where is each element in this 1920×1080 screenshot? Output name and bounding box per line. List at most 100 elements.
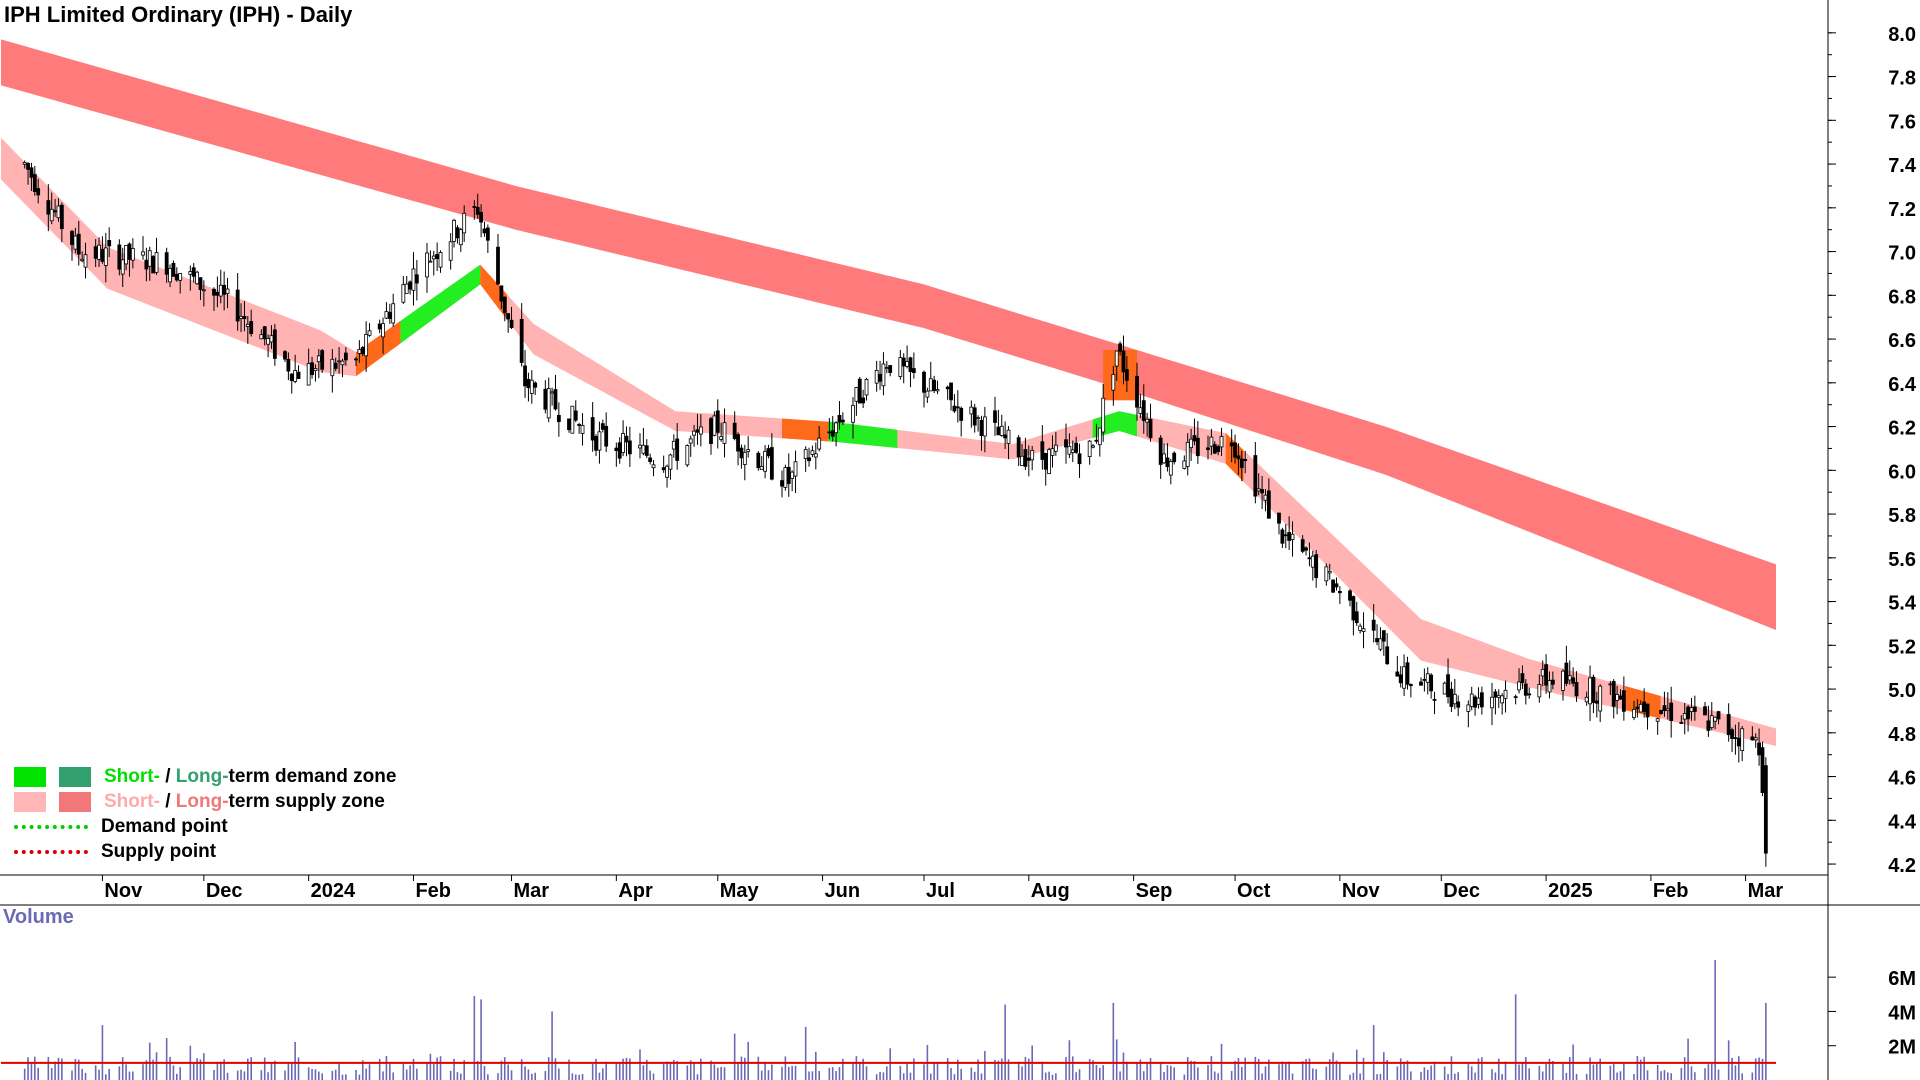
candle-down xyxy=(249,321,254,334)
candle-down xyxy=(1726,714,1731,736)
candle-up xyxy=(1087,440,1092,457)
candle-up xyxy=(1361,628,1366,632)
candle-down xyxy=(1300,539,1305,552)
candle-down xyxy=(70,230,74,245)
candle-down xyxy=(1304,547,1308,551)
x-tick-label: Aug xyxy=(1031,880,1070,902)
candle-up xyxy=(1182,460,1187,469)
candle-down xyxy=(343,352,348,361)
candle-down xyxy=(174,273,179,281)
candle-down xyxy=(955,406,960,409)
legend-demand-zone: Short- / Long-term demand zone xyxy=(14,764,396,789)
y-tick-label: 5.6 xyxy=(1888,549,1916,571)
candle-up xyxy=(411,268,416,291)
candle-down xyxy=(830,430,835,437)
short-term-demand-segment xyxy=(828,421,898,448)
candle-down xyxy=(709,418,713,445)
candle-down xyxy=(1141,400,1146,421)
short-term-supply-swatch xyxy=(14,791,46,812)
short-term-demand-segment xyxy=(400,264,481,344)
candle-up xyxy=(529,379,534,394)
candle-down xyxy=(911,368,916,374)
candle-up xyxy=(1006,429,1011,444)
candle-down xyxy=(93,246,98,259)
candle-down xyxy=(1277,512,1281,524)
short-term-orange-segment xyxy=(356,320,401,377)
candle-up xyxy=(1168,460,1173,476)
candle-down xyxy=(786,467,791,484)
candle-down xyxy=(1716,711,1721,720)
candle-down xyxy=(262,326,267,340)
y-tick-label: 4.4 xyxy=(1888,811,1917,833)
candle-down xyxy=(1043,452,1048,470)
candle-up xyxy=(168,268,172,283)
candle-down xyxy=(1493,691,1498,698)
candle-down xyxy=(1594,700,1599,704)
candle-down xyxy=(127,243,132,260)
candle-down xyxy=(1642,701,1647,712)
candle-down xyxy=(1260,489,1264,494)
candle-down xyxy=(1550,679,1555,685)
candle-up xyxy=(1547,680,1552,693)
candle-down xyxy=(1385,646,1390,665)
y-tick-label: 7.0 xyxy=(1888,243,1916,265)
candle-up xyxy=(1665,708,1670,712)
candle-down xyxy=(732,422,737,440)
candle-up xyxy=(259,334,264,340)
candle-down xyxy=(1513,696,1518,699)
candle-up xyxy=(671,440,676,450)
candle-down xyxy=(1520,673,1525,683)
candle-down xyxy=(1287,532,1292,541)
candle-down xyxy=(644,445,649,456)
candle-down xyxy=(945,386,950,390)
candle-down xyxy=(577,424,582,426)
y-tick-label: 6.2 xyxy=(1888,418,1916,440)
candle-up xyxy=(124,245,128,265)
candle-up xyxy=(141,251,145,256)
candle-down xyxy=(715,410,720,433)
x-tick-label: Nov xyxy=(1342,880,1381,902)
candle-down xyxy=(198,277,203,290)
y-tick-label: 6.0 xyxy=(1888,461,1916,483)
candle-down xyxy=(333,362,338,369)
candle-up xyxy=(1219,436,1224,448)
candle-down xyxy=(901,357,906,367)
legend-sep: / xyxy=(159,790,176,812)
candle-up xyxy=(1310,555,1315,568)
candle-up xyxy=(1030,449,1035,461)
y-tick-label: 5.8 xyxy=(1888,505,1916,527)
candle-up xyxy=(874,370,879,384)
candle-down xyxy=(1432,698,1437,701)
candle-up xyxy=(905,361,909,367)
y-tick-label: 7.6 xyxy=(1888,111,1916,133)
candle-up xyxy=(1469,693,1474,707)
candle-down xyxy=(807,457,811,462)
candle-down xyxy=(1236,455,1241,460)
legend: Short- / Long-term demand zone Short- / … xyxy=(14,764,396,864)
candle-up xyxy=(293,370,298,382)
candle-up xyxy=(130,248,135,261)
candle-up xyxy=(1537,684,1542,698)
candle-up xyxy=(651,464,656,469)
x-tick-label: 2025 xyxy=(1548,880,1593,902)
candle-down xyxy=(1077,453,1082,465)
candle-up xyxy=(195,271,199,285)
candle-down xyxy=(286,359,291,372)
candle-down xyxy=(1074,442,1079,453)
candle-down xyxy=(840,419,845,423)
candle-up xyxy=(1689,707,1694,713)
candle-down xyxy=(1243,458,1248,462)
y-tick-label: 6.6 xyxy=(1888,330,1916,352)
candle-up xyxy=(1466,704,1471,712)
candle-up xyxy=(722,422,727,444)
candle-up xyxy=(976,417,980,420)
candle-up xyxy=(1567,675,1572,681)
candle-down xyxy=(1026,457,1031,461)
candle-up xyxy=(364,334,369,357)
y-tick-label: 4.2 xyxy=(1888,855,1916,877)
candle-up xyxy=(49,208,54,222)
candle-up xyxy=(925,390,930,398)
candle-up xyxy=(1517,681,1521,691)
candle-down xyxy=(1574,682,1579,697)
